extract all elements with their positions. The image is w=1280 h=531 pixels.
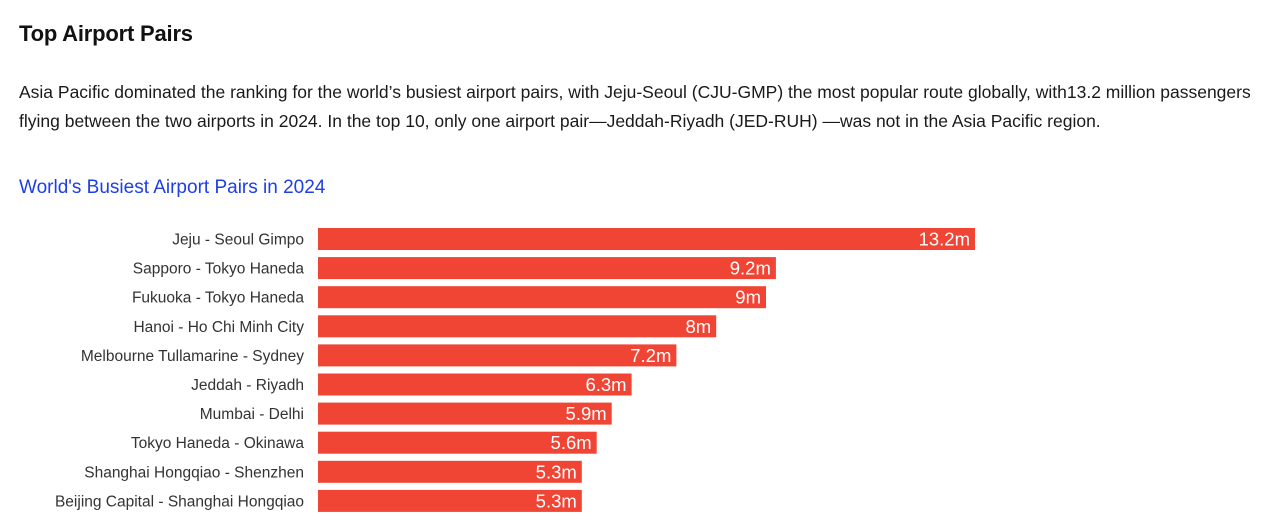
bar-9 (318, 489, 582, 512)
category-label: Tokyo Haneda - Okinawa (131, 435, 305, 452)
bar-6 (318, 402, 612, 425)
category-label: Hanoi - Ho Chi Minh City (133, 319, 304, 336)
value-label: 5.6m (551, 432, 592, 453)
chart-title: World's Busiest Airport Pairs in 2024 (19, 177, 326, 198)
value-label: 6.3m (585, 374, 626, 395)
bar-8 (318, 460, 582, 483)
category-label: Beijing Capital - Shanghai Hongqiao (55, 493, 304, 510)
bar-2 (318, 286, 766, 309)
value-label: 5.3m (536, 461, 577, 482)
value-label: 9.2m (730, 258, 771, 279)
category-label: Shanghai Hongqiao - Shenzhen (84, 464, 304, 481)
value-label: 5.9m (566, 403, 607, 424)
bar-chart: Jeju - Seoul Gimpo 13.2m Sapporo - Tokyo H… (0, 224, 1280, 524)
value-label: 5.3m (536, 490, 577, 511)
bar-3 (318, 315, 717, 338)
bar-7 (318, 431, 597, 454)
intro-paragraph: Asia Pacific dominated the ranking for t… (19, 82, 1251, 131)
section-title: Top Airport Pairs (19, 21, 193, 46)
category-label: Melbourne Tullamarine - Sydney (81, 348, 304, 365)
category-label: Jeddah - Riyadh (191, 377, 304, 394)
category-label: Fukuoka - Tokyo Haneda (132, 290, 304, 307)
value-label: 8m (685, 316, 711, 337)
bar-chart-svg: Jeju - Seoul Gimpo 13.2m Sapporo - Tokyo H… (55, 228, 975, 512)
value-label: 13.2m (919, 229, 970, 250)
value-label: 7.2m (630, 345, 671, 366)
category-label: Mumbai - Delhi (200, 406, 304, 423)
category-label: Sapporo - Tokyo Haneda (133, 261, 305, 278)
bar-1 (318, 257, 776, 280)
value-label: 9m (735, 287, 761, 308)
bar-5 (318, 373, 632, 396)
bar-4 (318, 344, 677, 367)
category-label: Jeju - Seoul Gimpo (172, 232, 304, 249)
bar-0 (318, 228, 975, 250)
